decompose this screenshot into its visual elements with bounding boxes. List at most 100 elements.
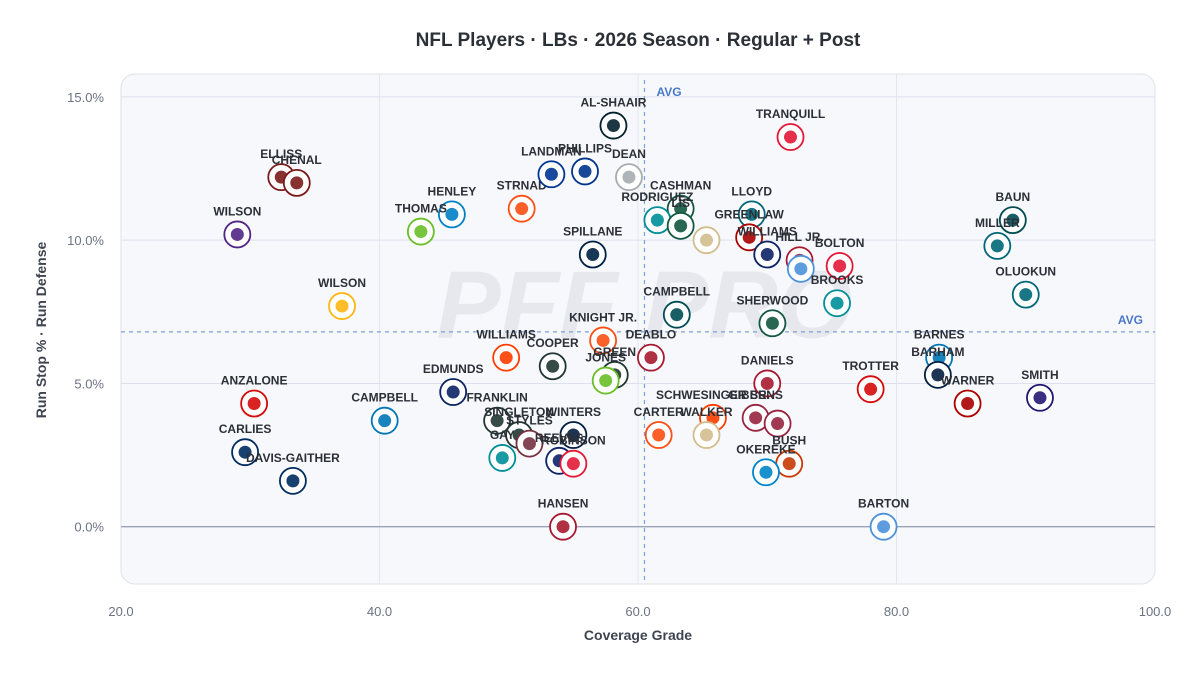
player-point[interactable]: OKEREKE bbox=[736, 442, 796, 487]
team-logo-icon bbox=[596, 333, 610, 347]
player-label: GREENLAW bbox=[714, 207, 784, 221]
player-point[interactable]: STRNAD bbox=[497, 179, 547, 223]
player-label: WILSON bbox=[213, 204, 261, 218]
player-point[interactable]: JONES bbox=[585, 351, 626, 395]
team-logo-icon bbox=[578, 164, 592, 178]
player-label: GREEN bbox=[593, 345, 636, 359]
player-point[interactable]: WARNER bbox=[941, 373, 995, 418]
player-point[interactable]: CARTER bbox=[634, 405, 684, 449]
team-logo-icon bbox=[644, 351, 658, 365]
player-point[interactable]: ANZALONE bbox=[221, 373, 288, 418]
team-logo-icon bbox=[990, 239, 1004, 253]
team-logo-icon bbox=[1006, 213, 1020, 227]
player-point[interactable]: TROTTER bbox=[842, 359, 899, 404]
team-logo-icon bbox=[670, 308, 684, 322]
player-point[interactable]: RODRIGUEZ bbox=[621, 190, 693, 235]
player-label: WALKER bbox=[681, 405, 733, 419]
team-logo-icon bbox=[566, 457, 580, 471]
player-label: FRANKLIN bbox=[466, 391, 527, 405]
player-point[interactable]: CAMPBELL bbox=[351, 391, 418, 435]
player-label: OKEREKE bbox=[736, 442, 795, 456]
player-label: HANSEN bbox=[538, 497, 589, 511]
avg-x-label: AVG bbox=[656, 85, 681, 99]
player-point[interactable]: SPILLANE bbox=[563, 225, 622, 269]
team-logo-icon bbox=[247, 396, 261, 410]
team-logo-icon bbox=[784, 130, 798, 144]
team-logo-icon bbox=[238, 445, 252, 459]
player-point[interactable]: CAMPBELL bbox=[643, 285, 710, 329]
player-point[interactable]: LLOYD bbox=[731, 184, 772, 229]
player-point[interactable]: DEABLO bbox=[626, 328, 677, 372]
player-point[interactable]: THOMAS bbox=[395, 202, 447, 246]
player-point[interactable]: GAY bbox=[488, 428, 517, 472]
player-label: BARTON bbox=[858, 497, 909, 511]
player-point[interactable]: SMITH bbox=[1021, 368, 1059, 412]
player-point[interactable]: BARTON bbox=[858, 497, 909, 541]
player-label: WARNER bbox=[941, 373, 995, 387]
player-label: TRANQUILL bbox=[756, 107, 825, 121]
player-point[interactable]: WALKER bbox=[681, 405, 733, 449]
player-point[interactable]: WILSON bbox=[318, 276, 366, 320]
player-point[interactable]: EDMUNDS bbox=[423, 362, 484, 406]
player-point[interactable]: WINTERS bbox=[546, 405, 601, 449]
player-point[interactable]: SCHWESINGER SR. bbox=[656, 388, 770, 432]
player-label: BAUN bbox=[995, 190, 1030, 204]
player-point[interactable]: BARHAM bbox=[911, 345, 965, 389]
team-logo-icon bbox=[833, 259, 847, 273]
y-tick-label: 10.0% bbox=[67, 233, 104, 248]
player-label: WILSON bbox=[318, 276, 366, 290]
team-logo-icon bbox=[499, 351, 513, 365]
player-point[interactable]: KNIGHT JR. bbox=[569, 310, 637, 355]
team-logo-icon bbox=[490, 414, 504, 428]
team-logo-icon bbox=[335, 299, 349, 313]
player-point[interactable]: BAUN bbox=[995, 190, 1030, 235]
player-point[interactable]: CARLIES bbox=[219, 422, 272, 467]
player-point[interactable]: TRANQUILL bbox=[756, 107, 825, 151]
player-point[interactable]: WILLIAMS bbox=[477, 328, 536, 372]
team-logo-icon bbox=[830, 296, 844, 310]
x-tick-label: 80.0 bbox=[884, 604, 909, 619]
team-logo-icon bbox=[556, 520, 570, 534]
player-point[interactable]: WILSON bbox=[213, 204, 261, 249]
player-point[interactable]: FRANKLIN bbox=[466, 391, 528, 435]
player-point[interactable]: ROBINSON bbox=[541, 434, 606, 478]
player-point[interactable]: MILLER bbox=[975, 216, 1020, 260]
player-point[interactable]: BOLTON bbox=[815, 236, 865, 280]
team-logo-icon bbox=[544, 167, 558, 181]
player-label: SMITH bbox=[1021, 368, 1058, 382]
player-label: CARTER bbox=[634, 405, 684, 419]
player-point[interactable]: CHENAL bbox=[272, 153, 322, 197]
player-point[interactable]: GREENLAW bbox=[714, 207, 784, 252]
player-label: BROOKS bbox=[811, 273, 864, 287]
player-point[interactable] bbox=[786, 254, 815, 283]
player-point[interactable]: DANIELS bbox=[741, 353, 794, 398]
player-point[interactable]: DEAN bbox=[612, 147, 646, 192]
team-logo-icon bbox=[931, 368, 945, 382]
x-tick-label: 20.0 bbox=[108, 604, 133, 619]
player-point[interactable]: PHILLIPS bbox=[558, 141, 612, 186]
player-point[interactable]: STYLES bbox=[506, 414, 553, 458]
team-logo-icon bbox=[771, 417, 785, 431]
player-point[interactable]: BROOKS bbox=[811, 273, 864, 318]
player-point[interactable]: LIS bbox=[666, 196, 695, 240]
player-point[interactable] bbox=[692, 226, 721, 255]
player-point[interactable]: DAVIS-GAITHER bbox=[246, 451, 340, 495]
player-label: MILLER bbox=[975, 216, 1020, 230]
player-point[interactable]: BUSH bbox=[772, 434, 806, 478]
player-point[interactable]: HENLEY bbox=[428, 184, 477, 229]
chart-title: NFL Players · LBs · 2026 Season · Regula… bbox=[415, 30, 861, 51]
player-point[interactable]: COOPER bbox=[527, 336, 579, 381]
player-point[interactable]: OLUOKUN bbox=[995, 265, 1056, 309]
x-tick-label: 40.0 bbox=[367, 604, 392, 619]
player-point[interactable] bbox=[763, 409, 792, 438]
player-point[interactable]: AL-SHAAIR bbox=[580, 96, 647, 140]
player-point[interactable]: WILLIAMS bbox=[738, 225, 797, 269]
player-point[interactable]: SHERWOOD bbox=[737, 293, 809, 338]
team-logo-icon bbox=[742, 230, 756, 244]
player-label: SHERWOOD bbox=[737, 293, 809, 307]
player-label: GAY bbox=[490, 428, 515, 442]
team-logo-icon bbox=[765, 316, 779, 330]
player-point[interactable]: HANSEN bbox=[538, 497, 589, 541]
player-point[interactable]: LANDMAN bbox=[521, 144, 582, 189]
team-logo-icon bbox=[864, 382, 878, 396]
